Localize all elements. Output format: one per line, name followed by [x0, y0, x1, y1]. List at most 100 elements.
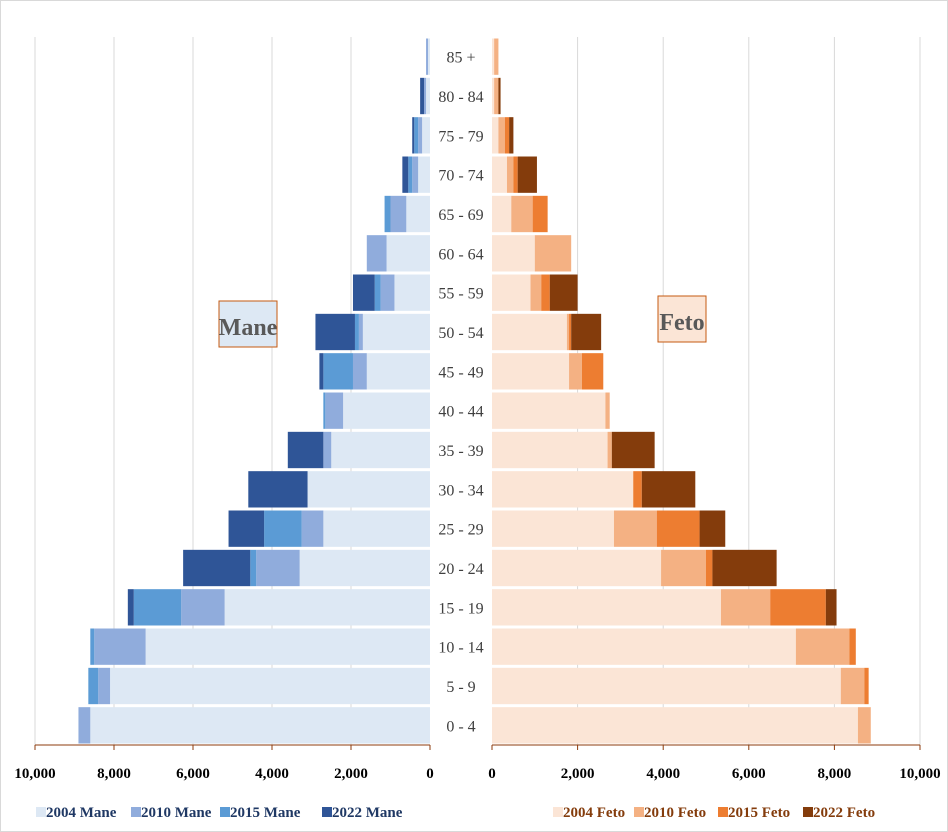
- mane-bar-3-8: [319, 353, 324, 390]
- mane-bar-1-0: [426, 38, 429, 75]
- feto-panel-label-text: Feto: [659, 310, 704, 336]
- mane-legend-label-3: 2022 Mane: [332, 805, 403, 821]
- mane-bar-0-10: [331, 431, 430, 469]
- feto-bar-2-3: [513, 156, 518, 193]
- mane-bar-1-9: [325, 392, 344, 429]
- mane-tick-label: 2,000: [334, 766, 368, 782]
- feto-bar-1-5: [534, 235, 572, 272]
- feto-bar-1-14: [720, 589, 771, 626]
- mane-bar-0-13: [299, 549, 430, 587]
- mane-bar-1-14: [181, 589, 225, 626]
- feto-bar-2-11: [633, 471, 642, 508]
- feto-bar-1-13: [661, 549, 706, 587]
- mane-bar-3-1: [420, 77, 425, 115]
- feto-bar-2-15: [849, 628, 856, 665]
- feto-bar-2-16: [864, 667, 869, 705]
- feto-bar-0-4: [492, 195, 512, 233]
- mane-bar-2-13: [250, 549, 257, 587]
- feto-bar-2-13: [706, 549, 713, 587]
- feto-bar-1-12: [613, 510, 657, 547]
- mane-legend-swatch-2: [220, 807, 230, 817]
- age-group-label: 80 - 84: [438, 89, 483, 106]
- feto-legend: 2004 Feto 2010 Feto 2015 Feto 2022 Feto: [553, 805, 875, 821]
- feto-bar-0-17: [492, 707, 858, 744]
- feto-bar-0-6: [492, 274, 531, 311]
- age-group-label: 5 - 9: [446, 679, 475, 696]
- feto-bar-1-4: [511, 195, 533, 233]
- feto-gridlines: [577, 37, 921, 745]
- age-group-label: 50 - 54: [438, 325, 483, 342]
- mane-bar-0-4: [406, 195, 430, 233]
- feto-bar-1-6: [530, 274, 542, 311]
- mane-bar-2-16: [88, 667, 99, 705]
- mane-bar-3-3: [402, 156, 409, 193]
- mane-bar-0-16: [110, 667, 431, 705]
- feto-bar-1-15: [795, 628, 850, 665]
- mane-bar-1-6: [380, 274, 395, 311]
- feto-legend-swatch-2: [718, 807, 728, 817]
- mane-bar-0-2: [422, 117, 430, 154]
- feto-bar-1-8: [569, 353, 582, 390]
- mane-bar-2-14: [133, 589, 182, 626]
- feto-bar-0-16: [492, 667, 841, 705]
- mane-bar-1-5: [366, 235, 387, 272]
- mane-legend: 2004 Mane 2010 Mane 2015 Mane 2022 Mane: [36, 805, 403, 821]
- mane-bars: [78, 38, 431, 744]
- mane-bar-3-7: [315, 313, 355, 351]
- feto-bar-2-12: [656, 510, 700, 547]
- feto-bar-0-14: [492, 589, 721, 626]
- feto-legend-swatch-0: [553, 807, 563, 817]
- age-group-label: 10 - 14: [438, 640, 483, 657]
- mane-bar-1-1: [424, 77, 427, 115]
- feto-legend-label-2: 2015 Feto: [728, 805, 790, 821]
- mane-bar-3-11: [248, 471, 308, 508]
- feto-bar-3-10: [611, 431, 655, 469]
- mane-tick-label: 4,000: [255, 766, 289, 782]
- feto-bar-1-3: [506, 156, 514, 193]
- feto-bar-2-7: [569, 313, 572, 351]
- feto-bar-3-6: [549, 274, 578, 311]
- feto-bar-1-7: [566, 313, 570, 351]
- mane-bar-3-13: [183, 549, 251, 587]
- feto-bar-1-10: [607, 431, 612, 469]
- mane-bar-2-12: [264, 510, 302, 547]
- mane-legend-label-1: 2010 Mane: [141, 805, 212, 821]
- feto-bar-0-8: [492, 353, 570, 390]
- mane-bar-1-12: [301, 510, 324, 547]
- age-group-label: 25 - 29: [438, 522, 483, 539]
- feto-bar-3-11: [641, 471, 696, 508]
- mane-bar-0-11: [307, 471, 430, 508]
- mane-bar-0-12: [323, 510, 430, 547]
- age-group-label: 30 - 34: [438, 482, 483, 499]
- mane-bar-2-7: [354, 313, 359, 351]
- mane-tick-label: 8,000: [97, 766, 131, 782]
- mane-tick-label: 0: [426, 766, 434, 782]
- mane-bar-1-7: [358, 313, 363, 351]
- feto-bar-3-2: [509, 117, 514, 154]
- feto-bar-2-14: [770, 589, 826, 626]
- feto-bar-1-16: [840, 667, 865, 705]
- mane-tick-label: 6,000: [176, 766, 210, 782]
- feto-legend-swatch-3: [803, 807, 813, 817]
- feto-bar-0-15: [492, 628, 796, 665]
- feto-legend-label-0: 2004 Feto: [563, 805, 625, 821]
- feto-tick-label: 6,000: [732, 766, 766, 782]
- mane-bar-2-9: [323, 392, 326, 429]
- age-group-label: 85 +: [446, 50, 475, 67]
- feto-bar-0-10: [492, 431, 608, 469]
- feto-bar-0-3: [492, 156, 507, 193]
- feto-bar-3-1: [498, 77, 501, 115]
- feto-legend-swatch-1: [634, 807, 644, 817]
- feto-bar-3-3: [517, 156, 537, 193]
- mane-legend-label-2: 2015 Mane: [230, 805, 301, 821]
- feto-bar-0-13: [492, 549, 662, 587]
- feto-tick-label: 2,000: [561, 766, 595, 782]
- mane-bar-1-13: [256, 549, 300, 587]
- feto-tick-label: 10,000: [899, 766, 940, 782]
- mane-bar-0-3: [418, 156, 430, 193]
- mane-bar-0-9: [343, 392, 430, 429]
- mane-bar-0-8: [366, 353, 430, 390]
- feto-bar-1-2: [498, 117, 505, 154]
- feto-legend-label-3: 2022 Feto: [813, 805, 875, 821]
- mane-legend-swatch-1: [131, 807, 141, 817]
